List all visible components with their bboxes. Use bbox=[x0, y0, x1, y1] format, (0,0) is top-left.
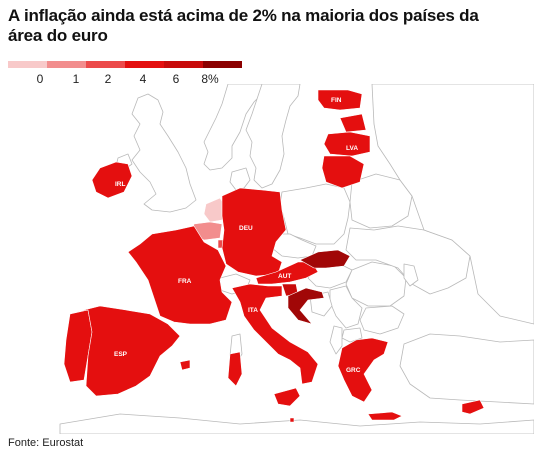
label-ita: ITA bbox=[248, 307, 258, 314]
europe-map: FIN LVA IRL DEU FRA AUT ITA ESP GRC bbox=[0, 84, 534, 434]
country-fin bbox=[317, 89, 363, 111]
island-balearic bbox=[179, 359, 191, 371]
legend-tick-2: 2 bbox=[104, 72, 112, 86]
map-svg: FIN LVA IRL DEU FRA AUT ITA ESP GRC bbox=[59, 84, 534, 434]
country-aut bbox=[255, 261, 319, 285]
legend-swatch-2 bbox=[86, 61, 125, 68]
label-aut: AUT bbox=[278, 273, 291, 280]
island-malta bbox=[289, 417, 295, 423]
country-ita bbox=[231, 283, 319, 385]
island-crete bbox=[367, 411, 403, 421]
country-srb bbox=[329, 285, 363, 329]
legend-tick-5: 8% bbox=[201, 72, 219, 86]
country-africa bbox=[59, 413, 534, 434]
country-alb bbox=[329, 325, 343, 355]
country-pol bbox=[279, 183, 351, 245]
country-rou bbox=[345, 261, 407, 307]
island-sardinia-ita bbox=[227, 351, 243, 387]
country-swe bbox=[245, 84, 301, 189]
label-irl: IRL bbox=[115, 181, 126, 188]
label-grc: GRC bbox=[346, 367, 361, 374]
country-est bbox=[339, 113, 367, 133]
color-legend: 0 1 2 4 6 8% bbox=[8, 61, 248, 91]
legend-tick-4: 6 bbox=[172, 72, 180, 86]
country-rus bbox=[371, 84, 534, 325]
country-grc bbox=[337, 337, 389, 403]
island-cyprus bbox=[461, 399, 485, 415]
legend-swatch-5 bbox=[203, 61, 242, 68]
country-gbr bbox=[131, 93, 197, 213]
label-lva: LVA bbox=[346, 145, 358, 152]
label-fra: FRA bbox=[178, 278, 192, 285]
country-ltu bbox=[321, 155, 365, 189]
country-ukr bbox=[345, 225, 471, 295]
legend-tick-1: 1 bbox=[72, 72, 80, 86]
country-dnk bbox=[229, 167, 251, 191]
source-note: Fonte: Eurostat bbox=[8, 437, 84, 449]
island-sicily bbox=[273, 387, 301, 407]
legend-swatch-1 bbox=[47, 61, 86, 68]
label-esp: ESP bbox=[114, 351, 128, 358]
country-blr bbox=[349, 173, 413, 229]
country-esp bbox=[75, 305, 181, 397]
country-hrv bbox=[287, 287, 325, 325]
legend-swatch-3 bbox=[125, 61, 164, 68]
country-lva bbox=[323, 131, 371, 157]
label-deu: DEU bbox=[239, 225, 253, 232]
legend-swatch-0 bbox=[8, 61, 47, 68]
legend-tick-3: 4 bbox=[139, 72, 147, 86]
legend-tick-0: 0 bbox=[36, 72, 44, 86]
country-fra bbox=[127, 225, 233, 325]
country-bgr bbox=[359, 305, 405, 335]
country-tur bbox=[399, 333, 534, 405]
country-nld bbox=[203, 197, 227, 223]
country-svk bbox=[299, 249, 351, 269]
country-mda bbox=[403, 263, 419, 287]
country-irl bbox=[91, 161, 133, 199]
legend-swatch-4 bbox=[164, 61, 203, 68]
chart-title: A inflação ainda está acima de 2% na mai… bbox=[8, 6, 479, 45]
legend-color-bar bbox=[8, 61, 242, 68]
label-fin: FIN bbox=[331, 97, 342, 104]
country-deu bbox=[221, 187, 287, 277]
